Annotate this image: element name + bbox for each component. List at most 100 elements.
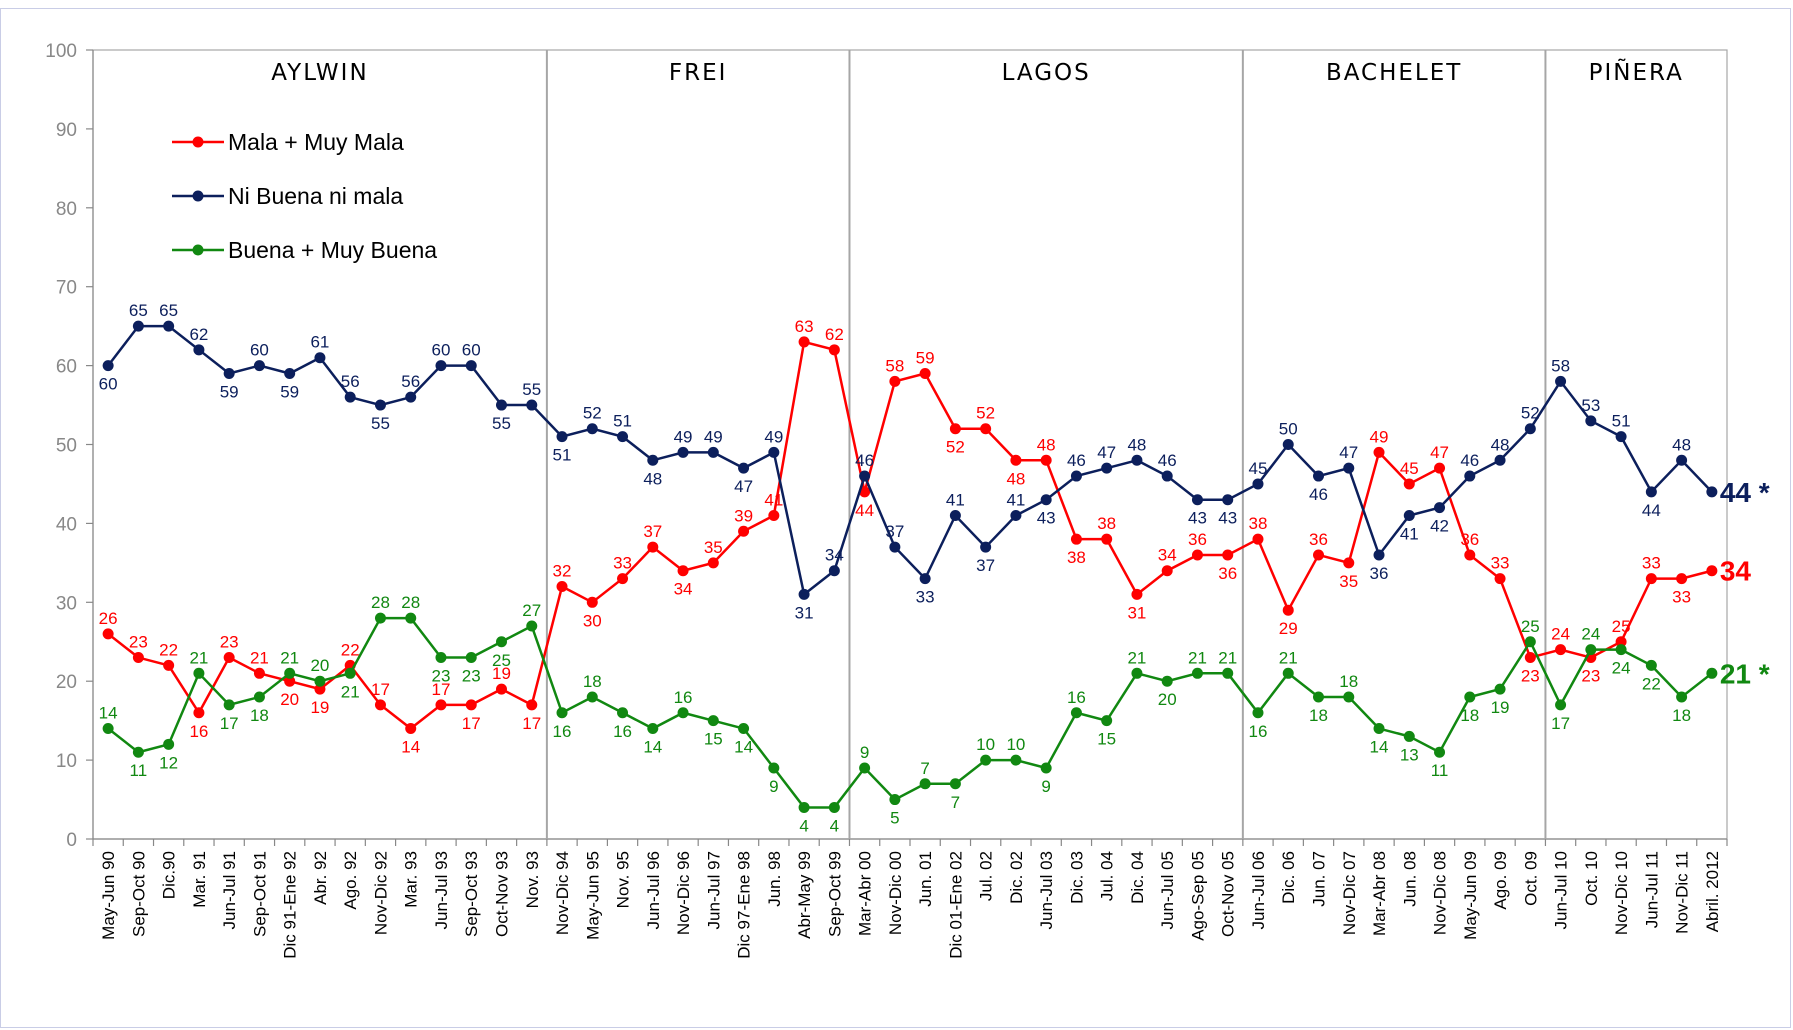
data-label: 33 (1672, 588, 1691, 607)
data-point (1524, 636, 1536, 648)
data-point (677, 707, 689, 719)
x-tick-label: Ago-Sep 05 (1188, 851, 1207, 941)
data-point (284, 675, 296, 687)
x-tick-label: May-Jun 95 (583, 851, 602, 940)
data-label: 60 (432, 341, 451, 360)
data-label: 7 (951, 793, 960, 812)
data-point (344, 391, 356, 403)
data-label: 34 (825, 546, 844, 565)
data-label: 46 (1460, 451, 1479, 470)
period-bands: AYLWIN FREI LAGOS BACHELET PIÑERA (271, 50, 1682, 839)
x-tick-label: Oct-Nov 93 (493, 851, 512, 937)
data-point (1010, 510, 1022, 522)
x-tick-label: Jun. 98 (765, 851, 784, 907)
data-label: 18 (250, 706, 269, 725)
data-label: 17 (1551, 714, 1570, 733)
data-label: 48 (643, 469, 662, 488)
data-label: 47 (1339, 443, 1358, 462)
x-tick-label: Jun-Jul 96 (644, 851, 663, 929)
data-point (1191, 549, 1203, 561)
data-point (1040, 762, 1052, 774)
data-point (798, 801, 810, 813)
x-tick-label: Oct-Nov 05 (1219, 851, 1238, 937)
data-label: 60 (462, 341, 481, 360)
data-label: 16 (189, 722, 208, 741)
data-point (284, 367, 296, 379)
data-label: 62 (189, 325, 208, 344)
data-point (859, 762, 871, 774)
data-point (193, 667, 205, 679)
data-point (1252, 533, 1264, 545)
data-label: 23 (1521, 667, 1540, 686)
data-point (1040, 494, 1052, 506)
data-point (586, 423, 598, 435)
data-point (556, 431, 568, 443)
data-label: 27 (522, 601, 541, 620)
data-label: 18 (583, 672, 602, 691)
x-tick-label: Nov-Dic 10 (1612, 851, 1631, 935)
data-label: 42 (1430, 517, 1449, 536)
data-label: 16 (674, 688, 693, 707)
data-label: 23 (462, 667, 481, 686)
data-label: 35 (704, 538, 723, 557)
x-tick-label: Sep-Oct 91 (250, 851, 269, 937)
data-point (1313, 549, 1324, 561)
data-label: 63 (795, 317, 814, 336)
x-tick-label: Dic.90 (160, 851, 179, 899)
data-label: 58 (885, 356, 904, 375)
data-label: 17 (462, 714, 481, 733)
data-point (1524, 423, 1536, 435)
data-label: 59 (280, 382, 299, 401)
data-label: 46 (1067, 451, 1086, 470)
data-label: 34 (674, 580, 693, 599)
data-point (949, 423, 961, 435)
y-tick-label: 80 (56, 199, 77, 220)
data-point (374, 699, 386, 711)
x-tick-label: Jun. 01 (916, 851, 935, 907)
x-tick-label: Jun-Jul 11 (1642, 851, 1661, 928)
data-point (526, 620, 538, 632)
data-label: 9 (860, 743, 869, 762)
data-point (1464, 470, 1476, 482)
data-label: 18 (1309, 706, 1328, 725)
legend: Mala + Muy Mala Ni Buena ni mala Buena + M… (172, 129, 437, 263)
data-point (1191, 667, 1203, 679)
x-tick-label: Mar-Abr 08 (1370, 851, 1389, 936)
period-label: FREI (669, 60, 728, 86)
data-label: 21 (341, 682, 360, 701)
data-point (1131, 588, 1143, 600)
data-label: 48 (1006, 469, 1025, 488)
data-point (1555, 699, 1567, 711)
x-tick-label: Nov-Dic 07 (1340, 851, 1359, 935)
data-label: 19 (310, 698, 329, 717)
data-label: 55 (371, 414, 390, 433)
data-point (1615, 644, 1627, 656)
data-point (889, 541, 901, 553)
data-point (465, 652, 477, 664)
legend-marker (192, 190, 204, 202)
data-point (284, 667, 296, 679)
data-label: 16 (1249, 722, 1268, 741)
data-label: 15 (704, 730, 723, 749)
data-label: 33 (613, 554, 632, 573)
period-label: BACHELET (1326, 60, 1462, 86)
data-label: 47 (1097, 443, 1116, 462)
data-label: 26 (99, 609, 118, 628)
data-point (526, 699, 538, 711)
data-label: 24 (1581, 625, 1600, 644)
data-point (1252, 478, 1264, 490)
data-point (859, 486, 871, 498)
data-point (1615, 431, 1627, 443)
x-tick-label: Ago. 09 (1491, 851, 1510, 910)
data-point (1676, 691, 1688, 703)
x-tick-label: Nov. 95 (614, 851, 633, 908)
data-point (1645, 486, 1657, 498)
data-point (1555, 644, 1567, 656)
data-label: 19 (492, 664, 511, 683)
data-point (1585, 644, 1597, 656)
data-point (768, 446, 780, 458)
data-point (132, 652, 144, 664)
x-tick-label: Jun-Jul 97 (704, 851, 723, 929)
data-point (314, 675, 326, 687)
data-point (1494, 573, 1506, 585)
